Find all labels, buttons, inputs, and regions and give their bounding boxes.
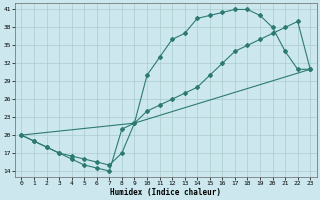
X-axis label: Humidex (Indice chaleur): Humidex (Indice chaleur)	[110, 188, 221, 197]
